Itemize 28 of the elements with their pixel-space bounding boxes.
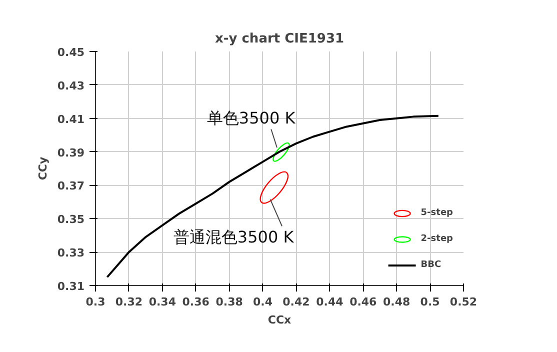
legend-label: 5-step bbox=[420, 208, 453, 218]
annotation: 单色3500 K bbox=[206, 108, 296, 128]
x-tick-label: 0.38 bbox=[216, 296, 243, 308]
x-axis-title: CCx bbox=[268, 314, 292, 326]
x-tick-label: 0.32 bbox=[115, 296, 143, 308]
y-axis-title: CCy bbox=[36, 156, 50, 180]
y-tick-label: 0.35 bbox=[57, 213, 84, 226]
legend-label: BBC bbox=[420, 260, 442, 270]
y-tick-label: 0.37 bbox=[57, 180, 84, 193]
chart-title: x-y chart CIE1931 bbox=[214, 32, 344, 46]
x-tick-label: 0.5 bbox=[420, 296, 440, 308]
y-tick-label: 0.43 bbox=[57, 79, 84, 92]
x-tick-label: 0.48 bbox=[383, 296, 410, 308]
x-tick-label: 0.42 bbox=[282, 296, 310, 308]
y-tick-label: 0.33 bbox=[57, 246, 84, 260]
y-tick-label: 0.41 bbox=[57, 112, 84, 126]
annotation: 普通混色3500 K bbox=[173, 228, 294, 246]
y-tick-label: 0.45 bbox=[57, 46, 84, 59]
x-tick-label: 0.52 bbox=[450, 296, 478, 308]
y-tick-label: 0.39 bbox=[57, 146, 84, 160]
x-tick-label: 0.4 bbox=[253, 296, 273, 308]
y-tick-label: 0.31 bbox=[57, 280, 84, 293]
legend-label: 2-step bbox=[420, 234, 453, 244]
x-tick-label: 0.34 bbox=[148, 296, 176, 308]
x-tick-label: 0.46 bbox=[350, 296, 378, 308]
x-tick-label: 0.44 bbox=[316, 296, 344, 308]
x-tick-label: 0.3 bbox=[86, 296, 106, 308]
x-tick-label: 0.36 bbox=[182, 296, 210, 308]
